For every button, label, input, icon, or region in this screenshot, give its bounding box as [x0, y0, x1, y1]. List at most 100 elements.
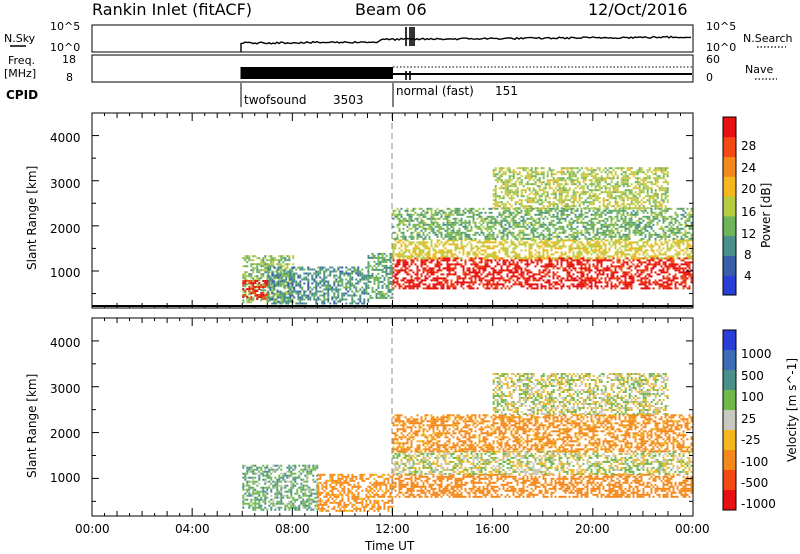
- heatmap-cell: [365, 288, 368, 291]
- heatmap-cell: [468, 209, 471, 212]
- heatmap-cell: [586, 275, 589, 278]
- heatmap-cell: [410, 253, 413, 256]
- heatmap-cell: [486, 235, 489, 238]
- heatmap-cell: [254, 287, 257, 290]
- heatmap-cell: [442, 217, 445, 220]
- heatmap-cell: [566, 223, 569, 226]
- heatmap-cell: [462, 273, 465, 276]
- heatmap-cell: [648, 261, 651, 264]
- heatmap-cell: [524, 169, 527, 172]
- heatmap-cell: [267, 290, 270, 293]
- heatmap-cell: [458, 277, 461, 280]
- heatmap-cell: [418, 231, 421, 234]
- heatmap-cell: [520, 219, 523, 222]
- heatmap-cell: [486, 261, 489, 264]
- heatmap-cell: [448, 221, 451, 224]
- heatmap-cell: [500, 207, 503, 210]
- heatmap-cell: [544, 243, 547, 246]
- heatmap-cell: [484, 255, 487, 258]
- heatmap-cell: [428, 255, 431, 258]
- heatmap-cell: [542, 193, 545, 196]
- heatmap-cell: [624, 257, 627, 260]
- heatmap-cell: [506, 241, 509, 244]
- heatmap-cell: [690, 281, 693, 284]
- heatmap-cell: [383, 282, 386, 285]
- heatmap-cell: [636, 231, 639, 234]
- heatmap-cell: [424, 253, 427, 256]
- heatmap-cell: [282, 269, 285, 272]
- heatmap-cell: [258, 279, 261, 282]
- heatmap-cell: [396, 215, 399, 218]
- heatmap-cell: [264, 257, 267, 260]
- heatmap-cell: [367, 286, 370, 289]
- heatmap-cell: [544, 197, 547, 200]
- heatmap-cell: [256, 271, 259, 274]
- heatmap-cell: [446, 215, 449, 218]
- heatmap-cell: [432, 267, 435, 270]
- heatmap-cell: [688, 255, 691, 258]
- heatmap-cell: [454, 249, 457, 252]
- heatmap-cell: [544, 187, 547, 190]
- heatmap-cell: [676, 231, 679, 234]
- heatmap-cell: [570, 225, 573, 228]
- heatmap-cell: [662, 269, 665, 272]
- heatmap-cell: [438, 257, 441, 260]
- heatmap-cell: [337, 280, 340, 283]
- heatmap-cell: [546, 263, 549, 266]
- heatmap-cell: [610, 221, 613, 224]
- heatmap-cell: [327, 288, 330, 291]
- heatmap-cell: [554, 257, 557, 260]
- heatmap-cell: [468, 283, 471, 286]
- heatmap-cell: [634, 251, 637, 254]
- heatmap-cell: [548, 181, 551, 184]
- heatmap-cell: [502, 229, 505, 232]
- heatmap-cell: [329, 284, 332, 287]
- heatmap-cell: [522, 229, 525, 232]
- heatmap-cell: [526, 205, 529, 208]
- heatmap-cell: [604, 269, 607, 272]
- heatmap-cell: [570, 259, 573, 262]
- heatmap-cell: [662, 283, 665, 286]
- heatmap-cell: [273, 300, 276, 303]
- heatmap-cell: [484, 251, 487, 254]
- heatmap-cell: [544, 207, 547, 210]
- heatmap-cell: [498, 241, 501, 244]
- heatmap-cell: [682, 243, 685, 246]
- heatmap-cell: [604, 257, 607, 260]
- heatmap-cell: [424, 247, 427, 250]
- heatmap-cell: [394, 231, 397, 234]
- heatmap-cell: [526, 277, 529, 280]
- heatmap-cell: [624, 271, 627, 274]
- heatmap-cell: [500, 169, 503, 172]
- heatmap-cell: [456, 231, 459, 234]
- heatmap-cell: [466, 221, 469, 224]
- heatmap-cell: [498, 249, 501, 252]
- heatmap-cell: [576, 219, 579, 222]
- heatmap-cell: [586, 251, 589, 254]
- nsearch-label: N.Search: [743, 32, 793, 45]
- heatmap-cell: [430, 229, 433, 232]
- heatmap-cell: [678, 221, 681, 224]
- heatmap-cell: [488, 207, 491, 210]
- heatmap-cell: [598, 235, 601, 238]
- heatmap-cell: [620, 269, 623, 272]
- heatmap-cell: [530, 227, 533, 230]
- heatmap-cell: [436, 239, 439, 242]
- heatmap-cell: [580, 287, 583, 290]
- heatmap-cell: [456, 243, 459, 246]
- heatmap-cell: [604, 267, 607, 270]
- heatmap-cell: [392, 237, 395, 240]
- heatmap-cell: [506, 185, 509, 188]
- heatmap-cell: [658, 287, 661, 290]
- heatmap-cell: [522, 285, 525, 288]
- heatmap-cell: [280, 263, 283, 266]
- heatmap-cell: [442, 251, 445, 254]
- heatmap-cell: [614, 277, 617, 280]
- heatmap-cell: [586, 211, 589, 214]
- heatmap-cell: [273, 276, 276, 279]
- heatmap-cell: [333, 274, 336, 277]
- heatmap-cell: [287, 286, 290, 289]
- heatmap-cell: [363, 292, 366, 295]
- heatmap-cell: [357, 274, 360, 277]
- heatmap-cell: [450, 243, 453, 246]
